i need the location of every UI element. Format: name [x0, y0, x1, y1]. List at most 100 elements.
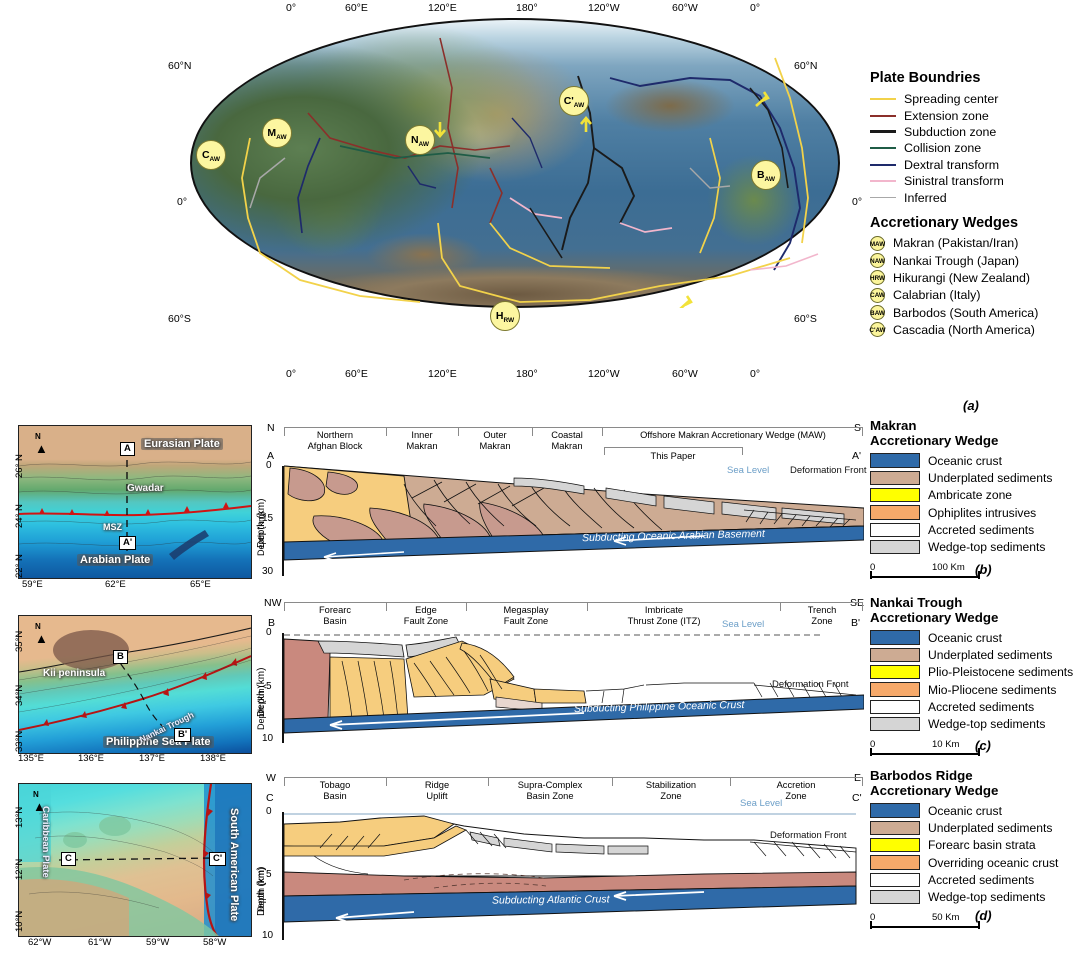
wedge-item-nankai: NAW Nankai Trough (Japan)	[870, 252, 1070, 269]
barbados-start-C: C	[266, 792, 274, 804]
swatch	[870, 664, 920, 680]
wedge-label: Barbodos (South America)	[893, 305, 1039, 320]
barbados-deformation-front: Deformation Front	[770, 830, 847, 841]
nankai-end-B: B'	[851, 617, 861, 629]
legend-label: Inferred	[904, 190, 947, 205]
nankai-lat-34n: 34°N	[14, 684, 25, 706]
makran-subzone: This Paper	[650, 451, 696, 461]
makran-lat-26n: 26° N	[14, 454, 25, 478]
wedge-label: Hikurangi (New Zealand)	[893, 270, 1031, 285]
barbados-depth-axis	[282, 812, 284, 940]
map-marker-makran[interactable]: M AW	[262, 118, 292, 148]
barbados-depth-10: 10	[262, 930, 274, 941]
makran-zone-4: Offshore Makran Accretionary Wedge (MAW)	[640, 430, 826, 440]
legend-item-sinistral-transform: Sinistral transform	[870, 173, 1070, 189]
makran-zone-3: Coastal Makran	[551, 430, 583, 451]
swatch	[870, 837, 920, 853]
nankai-plate: Philippine Sea Plate	[103, 736, 214, 748]
swatch-label: Mio-Pliocene sediments	[928, 682, 1057, 697]
nankai-lon-137e: 137°E	[139, 753, 165, 764]
swatch	[870, 630, 920, 645]
makran-legend-ophiolites: Ophiplites intrusives	[870, 504, 1070, 521]
barbados-sea-level: Sea Level	[740, 798, 783, 809]
makran-subzone-bar	[604, 447, 742, 448]
swatch	[870, 889, 920, 905]
nankai-cross-section: NW SE B B' Forearc Basin Edge Fault Zone…	[256, 595, 872, 755]
map-marker-barbodos-sub: AW	[764, 176, 776, 183]
map-marker-hikurangi[interactable]: H RW	[490, 301, 520, 331]
spreading-center-line-icon	[870, 98, 896, 101]
swatch-label: Ambricate zone	[928, 488, 1013, 503]
lon-tick-top-6: 0°	[750, 2, 761, 14]
barbados-north-arrow: N ▲	[33, 790, 46, 814]
map-marker-calabrian-sub: AW	[209, 156, 221, 163]
nankai-zone-2: Megasplay Fault Zone	[503, 605, 549, 626]
swatch-label: Oceanic crust	[928, 453, 1002, 468]
lon-tick-bot-0: 0°	[286, 368, 297, 380]
barbados-features	[19, 784, 251, 936]
barbados-section-start: C	[61, 852, 76, 866]
swatch	[870, 855, 920, 870]
nankai-features	[19, 627, 251, 733]
barbados-dir-left: W	[266, 772, 276, 784]
barbados-lat-10n: 10°N	[14, 910, 25, 932]
swatch	[870, 699, 920, 715]
swatch	[870, 470, 920, 486]
barbados-lat-13n: 13°N	[14, 806, 25, 828]
panel-a-letter: (a)	[963, 398, 979, 413]
nankai-zone-1: Edge Fault Zone	[403, 605, 449, 626]
global-map-panel: 0° 60°E 120°E 180° 120°W 60°W 0°	[168, 0, 863, 410]
nankai-sea-level: Sea Level	[722, 619, 765, 630]
barbados-zone-2: Supra-Complex Basin Zone	[517, 780, 583, 801]
nankai-dir-left: NW	[264, 597, 282, 609]
makran-north-arrow: N ▲	[35, 432, 48, 456]
map-marker-hikurangi-label: H	[495, 310, 504, 322]
legend-label: Collision zone	[904, 141, 982, 156]
panel-b-letter: (b)	[975, 562, 992, 577]
makran-plate-eurasian: Eurasian Plate	[141, 438, 223, 450]
inferred-line-icon	[870, 197, 896, 199]
nankai-depth-5: 5	[266, 681, 272, 692]
map-marker-barbodos[interactable]: B AW	[751, 160, 781, 190]
makran-depth-30: 30	[262, 566, 274, 577]
makran-zone-1: Inner Makran	[406, 430, 438, 451]
barbados-legend-title: Barbodos Ridge Accretionary Wedge	[870, 768, 999, 798]
makran-scale-bar: 0 100 Km	[870, 562, 1070, 588]
barbados-scale-zero: 0	[870, 911, 876, 923]
legend-item-extension-zone: Extension zone	[870, 107, 1070, 123]
barbados-zone-1: Ridge Uplift	[424, 780, 450, 801]
accretionary-wedges-title: Accretionary Wedges	[870, 214, 1019, 231]
swatch-label: Underplated sediments	[928, 820, 1053, 835]
swatch	[870, 487, 920, 503]
makran-section-end: A'	[119, 536, 137, 550]
extension-zone-line-icon	[870, 114, 896, 117]
map-marker-calabrian[interactable]: C AW	[196, 140, 226, 170]
map-marker-cascadia[interactable]: C' AW	[559, 86, 589, 116]
nankai-legend-underplated: Underplated sediments	[870, 646, 1070, 663]
nankai-lat-33n: 33°N	[14, 730, 25, 752]
swatch-label: Oceanic crust	[928, 803, 1002, 818]
nankai-lon-135e: 135°E	[18, 753, 44, 764]
nankai-inset-map[interactable]: N ▲ Kii peninsula Philippine Sea Plate Na…	[18, 615, 252, 754]
makran-legend-wedge-top: Wedge-top sediments	[870, 538, 1070, 555]
map-marker-nankai[interactable]: N AW	[405, 125, 435, 155]
lat-left-0: 0°	[177, 196, 188, 208]
makran-legend-oceanic-crust: Oceanic crust	[870, 452, 1070, 469]
barbados-legend-forearc-basin: Forearc basin strata	[870, 837, 1070, 854]
makran-depth-0: 0	[266, 460, 272, 471]
lat-right-0: 0°	[852, 196, 863, 208]
map-marker-nankai-sub: AW	[418, 141, 430, 148]
wedge-marker-icon: MAW	[870, 235, 885, 251]
makran-inset-map[interactable]: N ▲ Eurasian Plate Arabian Plate Gwadar M…	[18, 425, 252, 579]
swatch-label: Oceanic crust	[928, 630, 1002, 645]
plate-boundaries-legend: Plate Boundries Spreading center Extensi…	[869, 70, 1070, 339]
lon-tick-top-4: 120°W	[588, 2, 620, 14]
nankai-deformation-front: Deformation Front	[772, 679, 849, 690]
makran-end-A: A'	[852, 450, 862, 462]
nankai-section-graphic	[284, 634, 864, 734]
barbados-inset-map[interactable]: N ▲ Caribbean Plate South American Plate …	[18, 783, 252, 937]
barbados-plate-caribbean: Caribbean Plate	[40, 806, 51, 878]
barbados-legend-oceanic-crust: Oceanic crust	[870, 802, 1070, 819]
nankai-zone-4: Trench Zone	[807, 605, 837, 626]
makran-dir-left: N	[267, 422, 275, 434]
